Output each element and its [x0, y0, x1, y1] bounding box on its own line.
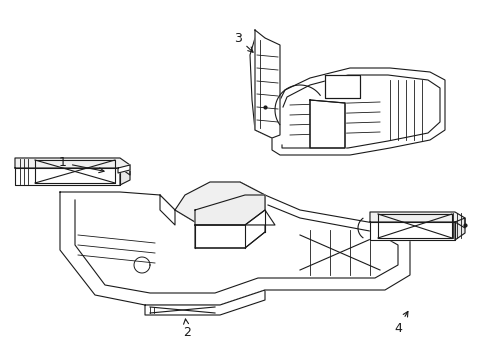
- Polygon shape: [120, 165, 130, 185]
- Text: 4: 4: [393, 311, 407, 334]
- Polygon shape: [454, 218, 464, 240]
- Text: 3: 3: [234, 31, 253, 52]
- Polygon shape: [369, 222, 454, 240]
- Polygon shape: [15, 168, 120, 185]
- Polygon shape: [145, 290, 264, 315]
- Polygon shape: [175, 182, 264, 225]
- Polygon shape: [118, 165, 130, 173]
- Polygon shape: [195, 195, 264, 225]
- Polygon shape: [15, 158, 130, 175]
- Polygon shape: [369, 212, 464, 228]
- Text: 1: 1: [59, 157, 104, 173]
- Polygon shape: [309, 100, 345, 148]
- Polygon shape: [254, 30, 280, 138]
- Polygon shape: [325, 75, 359, 98]
- Polygon shape: [249, 35, 444, 155]
- Polygon shape: [60, 182, 409, 305]
- Text: 2: 2: [183, 319, 190, 338]
- Polygon shape: [160, 195, 175, 225]
- Polygon shape: [195, 225, 264, 248]
